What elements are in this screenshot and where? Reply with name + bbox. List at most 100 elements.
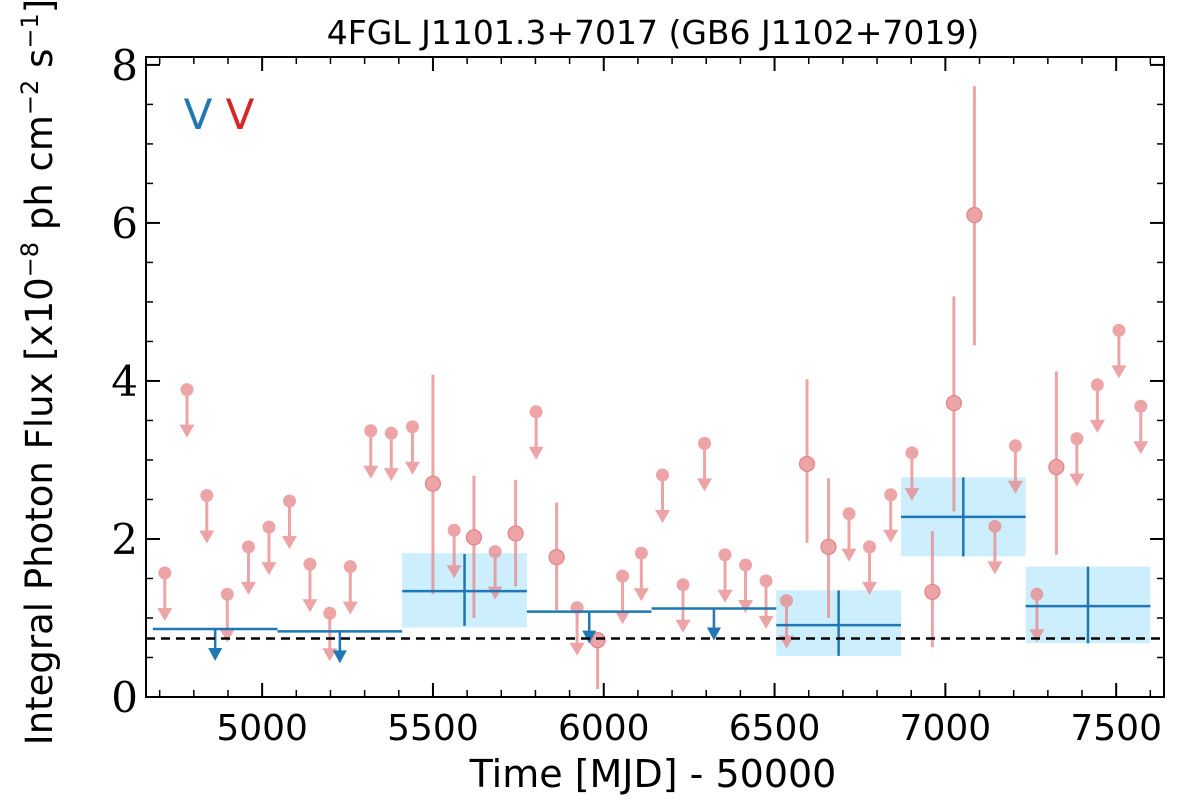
chart-title: 4FGL J1101.3+7017 (GB6 J1102+7019): [327, 13, 980, 52]
short-bin-upper-limit-33: [1069, 432, 1085, 487]
short-bin-upper-limit-arrow-21-head: [697, 478, 713, 492]
short-bin-upper-limit-arrow-26: [841, 513, 857, 562]
short-bin-upper-limit-point-20: [676, 578, 690, 592]
short-bin-upper-limit-32: [1029, 587, 1045, 643]
short-bin-upper-limit-point-21: [698, 436, 712, 450]
long-bin-upper-limit-arrow-1-head: [332, 650, 347, 664]
short-bin-upper-limit-arrow-18-head: [633, 588, 649, 602]
short-bin-upper-limit-11: [383, 426, 399, 482]
short-bin-upper-limit-arrow-18: [633, 553, 649, 602]
short-bin-upper-limit-arrow-9: [342, 566, 358, 615]
long-bin-upper-limit-arrow-4: [706, 608, 721, 641]
axes: 5000 5500 6000 6500 7000 7500 0 2 4 6 8: [111, 41, 1164, 749]
short-bin-upper-limit-arrow-10-head: [363, 465, 379, 479]
short-bin-upper-limit-arrow-30-head: [987, 561, 1003, 575]
short-bin-upper-limit-arrow-1-head: [179, 424, 195, 438]
short-bin-upper-limit-point-19: [656, 468, 670, 482]
y-tick-label-1: 2: [111, 515, 138, 564]
short-bin-upper-limit-arrow-5: [261, 527, 277, 576]
short-bin-upper-limit-point-6: [282, 494, 296, 508]
short-bin-upper-limit-arrow-7: [302, 564, 318, 613]
short-bin-upper-limit-arrow-7-head: [302, 599, 318, 613]
short-bin-upper-limit-arrow-24: [758, 580, 774, 629]
short-bin-detection-7: [924, 531, 941, 648]
short-bin-upper-limit-17: [615, 569, 631, 625]
short-bin-detection-0: [424, 374, 442, 595]
short-bin-upper-limit-point-17: [616, 569, 630, 583]
short-bin-upper-limit-arrow-29-head: [904, 487, 920, 501]
short-bin-upper-limit-arrow-23: [738, 565, 754, 614]
short-bin-upper-limit-arrow-27-head: [862, 581, 878, 595]
y-axis-label-exp2: −2: [16, 80, 44, 115]
short-bin-upper-limit-arrow-33-head: [1069, 473, 1085, 487]
legend-marker-long-bins: V: [184, 90, 213, 139]
short-bin-upper-limit-point-8: [323, 606, 337, 620]
short-bin-upper-limit-1: [179, 383, 195, 438]
short-bin-detection-point-0: [424, 475, 442, 492]
short-bin-upper-limit-10: [363, 424, 379, 479]
short-bin-upper-limit-point-31: [1008, 439, 1022, 453]
short-bin-upper-limit-36: [1133, 399, 1149, 455]
short-bin-upper-limit-24: [758, 574, 774, 629]
short-bin-upper-limit-point-34: [1090, 378, 1104, 392]
x-tick-label-5: 7500: [1070, 708, 1162, 749]
short-bin-upper-limit-arrow-22: [717, 554, 733, 603]
short-bin-upper-limit-arrow-11: [383, 433, 399, 482]
short-bin-upper-limit-arrow-21: [697, 443, 713, 492]
short-bin-upper-limit-point-27: [863, 540, 877, 554]
short-bin-upper-limit-28: [883, 488, 899, 543]
x-tick-label-4: 7000: [900, 708, 992, 749]
short-bin-detection-2: [507, 479, 524, 587]
short-bin-upper-limit-point-10: [364, 424, 378, 438]
short-bin-upper-limit-point-9: [343, 560, 357, 574]
short-bin-upper-limit-arrow-10: [363, 430, 379, 479]
short-bin-upper-limit-point-26: [842, 507, 856, 521]
y-axis-label-main: Integral Photon Flux [x10: [18, 277, 61, 745]
short-bin-upper-limit-arrow-22-head: [717, 589, 733, 603]
long-bin-upper-limit-arrow-0-head: [208, 648, 223, 662]
short-bin-upper-limit-arrow-6-head: [281, 536, 297, 550]
short-bin-upper-limit-point-33: [1070, 432, 1084, 446]
short-bin-upper-limit-13: [446, 523, 462, 579]
short-bin-upper-limit-point-7: [303, 557, 317, 571]
short-bin-upper-limit-7: [302, 557, 318, 613]
short-bin-upper-limit-21: [697, 436, 713, 492]
short-bin-upper-limit-arrow-6: [281, 501, 297, 550]
y-axis-label-unit2: s: [18, 49, 61, 80]
long-bin-upper-limit-arrow-3-head: [582, 630, 597, 644]
short-bin-upper-limit-point-35: [1112, 323, 1126, 337]
short-bin-upper-limit-6: [281, 494, 297, 550]
short-bin-detection-point-5: [798, 455, 816, 473]
short-bin-upper-limit-arrow-3: [219, 594, 235, 643]
short-bin-upper-limit-point-36: [1134, 399, 1148, 413]
short-bin-upper-limit-arrow-23-head: [738, 600, 754, 614]
legend-markers: V V: [184, 90, 255, 139]
x-tick-label-3: 6500: [729, 708, 821, 749]
short-bin-upper-limit-arrow-13-head: [446, 565, 462, 579]
y-axis-label: Integral Photon Flux [x10−8 ph cm−2 s−1]: [16, 0, 61, 745]
short-bin-upper-limit-arrow-28-head: [883, 529, 899, 543]
y-axis-label-close: ]: [18, 0, 61, 13]
y-axis-label-unit1: ph cm: [18, 115, 61, 242]
y-axis-label-exp1: −8: [16, 242, 44, 277]
short-bin-upper-limit-point-11: [384, 426, 398, 440]
short-bin-upper-limit-arrow-0: [157, 572, 173, 621]
short-bin-detection-8: [945, 296, 963, 512]
short-bin-upper-limit-arrow-15: [528, 411, 544, 460]
legend-marker-short-bins: V: [226, 90, 255, 139]
short-bin-upper-limit-point-3: [220, 587, 234, 601]
short-bin-upper-limit-34: [1089, 378, 1105, 433]
short-bin-detection-point-2: [507, 525, 524, 542]
short-bin-upper-limit-arrow-34-head: [1089, 419, 1105, 433]
short-bin-upper-limit-point-12: [405, 420, 419, 434]
short-bin-upper-limit-point-1: [180, 383, 194, 397]
short-bin-detection-9: [966, 86, 983, 346]
short-bin-upper-limit-arrow-19-head: [655, 509, 671, 523]
short-bin-upper-limit-arrow-34: [1089, 384, 1105, 433]
short-bin-upper-limit-19: [655, 468, 671, 523]
short-bin-detection-point-10: [1048, 458, 1065, 476]
short-bin-upper-limit-4: [240, 540, 256, 595]
short-bin-upper-limit-point-24: [759, 574, 773, 588]
short-bin-upper-limit-23: [738, 558, 754, 614]
